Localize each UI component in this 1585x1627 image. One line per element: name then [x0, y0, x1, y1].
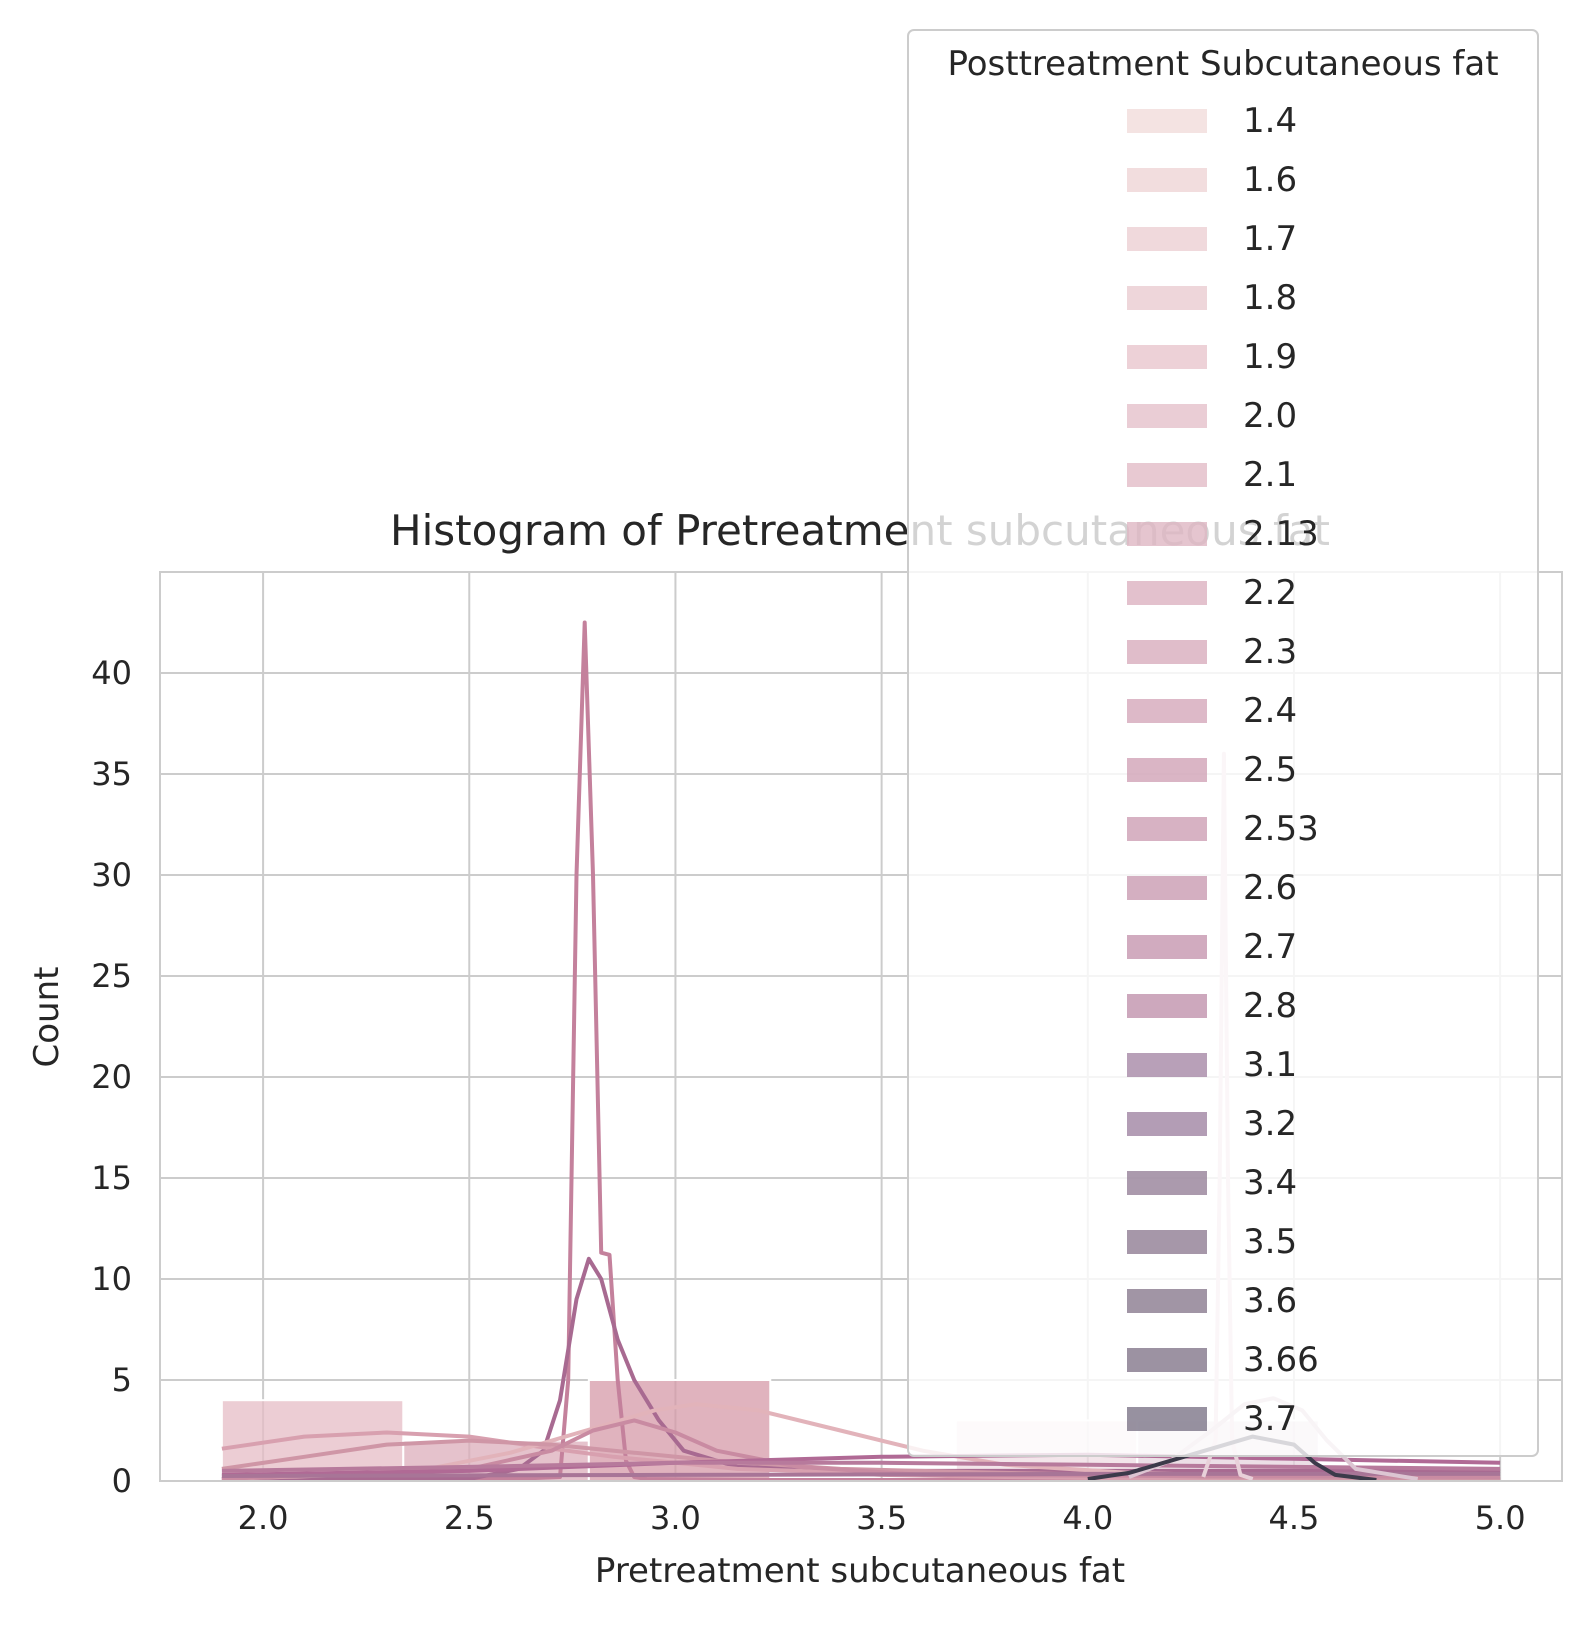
x-tick-label: 4.5	[1269, 1499, 1320, 1537]
legend-label: 3.5	[1243, 1222, 1297, 1262]
legend-label: 2.13	[1243, 514, 1319, 554]
x-tick-label: 5.0	[1475, 1499, 1526, 1537]
y-tick-label: 30	[91, 856, 132, 894]
legend-label: 1.8	[1243, 278, 1297, 318]
legend-swatch	[1127, 109, 1207, 133]
legend-swatch	[1127, 286, 1207, 310]
legend-label: 2.3	[1243, 632, 1297, 672]
legend-swatch	[1127, 1230, 1207, 1254]
x-tick-label: 2.5	[444, 1499, 495, 1537]
legend-items: 1.4 1.6 1.7 1.8 1.9 2.0 2.1 2.13 2.2 2.3 2.4 2.5 2.5…	[1127, 101, 1319, 1439]
legend-label: 2.0	[1243, 396, 1297, 436]
legend-label: 2.8	[1243, 986, 1297, 1026]
legend-label: 1.4	[1243, 101, 1297, 141]
legend-swatch	[1127, 994, 1207, 1018]
legend-label: 1.7	[1243, 219, 1297, 259]
legend-swatch	[1127, 817, 1207, 841]
legend-title: Posttreatment Subcutaneous fat	[947, 44, 1498, 84]
legend-swatch	[1127, 581, 1207, 605]
legend-label: 3.66	[1243, 1340, 1319, 1380]
legend-swatch	[1127, 699, 1207, 723]
legend-swatch	[1127, 876, 1207, 900]
x-axis-ticks: 2.0 2.5 3.0 3.5 4.0 4.5 5.0	[238, 1499, 1526, 1537]
y-tick-label: 25	[91, 957, 132, 995]
kde-curve	[221, 1471, 1501, 1478]
x-tick-label: 3.0	[650, 1499, 701, 1537]
legend-label: 3.6	[1243, 1281, 1297, 1321]
legend-label: 1.9	[1243, 337, 1297, 377]
legend-label: 3.4	[1243, 1163, 1297, 1203]
legend-swatch	[1127, 1407, 1207, 1431]
x-axis-label: Pretreatment subcutaneous fat	[595, 1551, 1125, 1591]
y-tick-label: 20	[91, 1058, 132, 1096]
kde-curve	[221, 1460, 1501, 1473]
legend-swatch	[1127, 1053, 1207, 1077]
legend-swatch	[1127, 227, 1207, 251]
legend-label: 2.4	[1243, 691, 1297, 731]
legend-swatch	[1127, 404, 1207, 428]
legend-label: 2.5	[1243, 750, 1297, 790]
y-tick-label: 35	[91, 755, 132, 793]
legend-label: 1.6	[1243, 160, 1297, 200]
legend-label: 3.2	[1243, 1104, 1297, 1144]
legend-label: 3.7	[1243, 1399, 1297, 1439]
legend-label: 2.7	[1243, 927, 1297, 967]
kde-curve	[221, 1418, 1501, 1481]
y-tick-label: 10	[91, 1260, 132, 1298]
x-tick-label: 2.0	[238, 1499, 289, 1537]
legend-swatch	[1127, 345, 1207, 369]
y-tick-label: 40	[91, 654, 132, 692]
y-tick-label: 5	[112, 1361, 132, 1399]
legend-label: 2.6	[1243, 868, 1297, 908]
x-tick-label: 3.5	[856, 1499, 907, 1537]
legend-swatch	[1127, 1289, 1207, 1313]
legend-swatch	[1127, 522, 1207, 546]
kde-curve	[221, 1452, 1501, 1477]
legend-swatch	[1127, 935, 1207, 959]
legend-swatch	[1127, 463, 1207, 487]
legend-swatch	[1127, 640, 1207, 664]
legend-swatch	[1127, 168, 1207, 192]
legend-label: 2.2	[1243, 573, 1297, 613]
legend-box	[907, 29, 1539, 1457]
x-tick-label: 4.0	[1062, 1499, 1113, 1537]
legend-swatch	[1127, 1112, 1207, 1136]
plot-frame	[159, 571, 1563, 1482]
y-tick-label: 0	[112, 1462, 132, 1500]
y-tick-label: 15	[91, 1159, 132, 1197]
legend: Posttreatment Subcutaneous fat 1.4 1.6 1.7…	[907, 29, 1539, 1457]
legend-label: 3.1	[1243, 1045, 1297, 1085]
legend-swatch	[1127, 1171, 1207, 1195]
legend-swatch	[1127, 758, 1207, 782]
legend-label: 2.53	[1243, 809, 1319, 849]
legend-label: 2.1	[1243, 455, 1297, 495]
y-axis-ticks: 0 5 10 15 20 25 30 35 40	[91, 654, 132, 1500]
legend-swatch	[1127, 1348, 1207, 1372]
y-axis-label: Count	[27, 967, 67, 1068]
